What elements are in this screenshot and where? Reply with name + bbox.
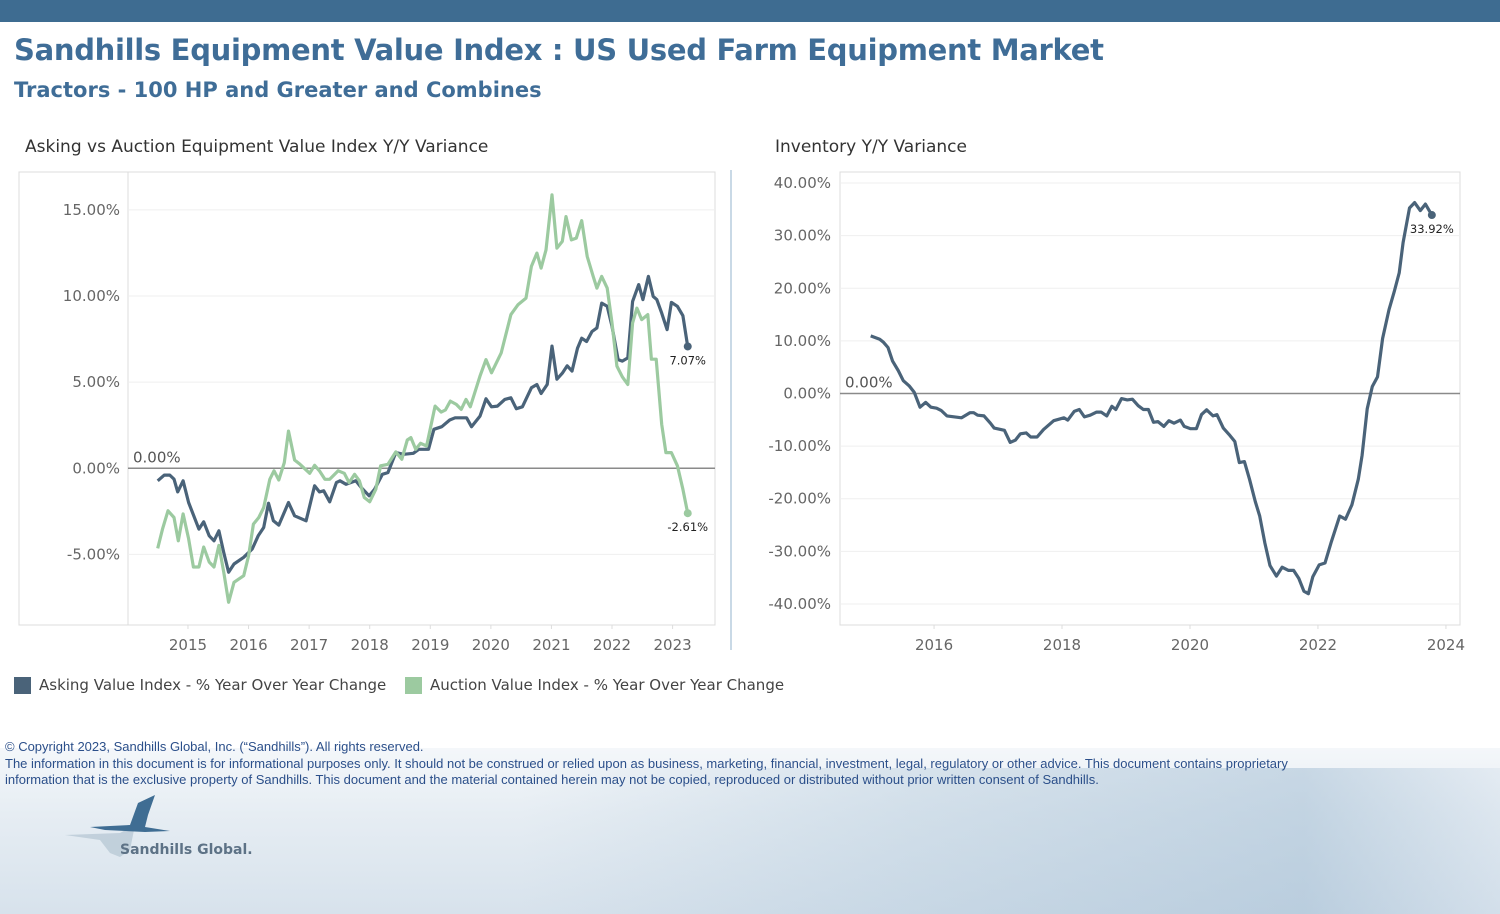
right-ytick-label: -30.00% xyxy=(768,542,831,560)
right-series-line-inventory xyxy=(870,201,1434,596)
left-xtick-label: 2019 xyxy=(411,636,449,654)
copyright-text: © Copyright 2023, Sandhills Global, Inc.… xyxy=(5,739,424,754)
left-end-label-asking: 7.07% xyxy=(669,353,706,367)
left-xtick-label: 2015 xyxy=(169,636,207,654)
disclaimer-line-1: The information in this document is for … xyxy=(5,756,1288,771)
right-xtick-label: 2016 xyxy=(915,636,953,654)
left-chart-frame xyxy=(18,171,716,626)
left-xtick-label: 2018 xyxy=(351,636,389,654)
left-xtick-label: 2023 xyxy=(654,636,692,654)
left-end-point-auction xyxy=(683,509,692,518)
right-xtick-label: 2022 xyxy=(1299,636,1337,654)
crane-logo-icon xyxy=(65,795,170,857)
left-ytick-label: -5.00% xyxy=(67,545,120,563)
legend-swatch-auction xyxy=(405,676,422,694)
right-ytick-label: -40.00% xyxy=(768,595,831,613)
right-ytick-label: 20.00% xyxy=(774,279,831,297)
left-xtick-label: 2022 xyxy=(593,636,631,654)
footer-background xyxy=(0,748,1500,914)
legend-item-auction: Auction Value Index - % Year Over Year C… xyxy=(405,676,784,694)
right-zero-reference-label: 0.00% xyxy=(845,374,893,392)
left-xtick-label: 2021 xyxy=(532,636,570,654)
right-ytick-label: -10.00% xyxy=(768,437,831,455)
right-end-point-inventory xyxy=(1427,211,1436,220)
left-ytick-label: 5.00% xyxy=(72,373,120,391)
left-zero-reference-label: 0.00% xyxy=(133,448,181,466)
disclaimer-line-2: information that is the exclusive proper… xyxy=(5,772,1099,787)
right-ytick-label: -20.00% xyxy=(768,490,831,508)
left-end-point-asking xyxy=(683,342,692,351)
right-chart-frame xyxy=(839,171,1461,626)
page-subtitle: Tractors - 100 HP and Greater and Combin… xyxy=(14,78,542,102)
left-xtick-label: 2016 xyxy=(229,636,267,654)
left-ytick-label: 10.00% xyxy=(63,287,120,305)
right-ytick-label: 40.00% xyxy=(774,174,831,192)
right-chart-title: Inventory Y/Y Variance xyxy=(775,137,967,157)
left-chart-title: Asking vs Auction Equipment Value Index … xyxy=(25,137,489,157)
left-xtick-label: 2020 xyxy=(472,636,510,654)
left-series-line-auction xyxy=(156,193,690,604)
left-xtick-label: 2017 xyxy=(290,636,328,654)
page-title: Sandhills Equipment Value Index : US Use… xyxy=(14,33,1104,67)
right-ytick-label: 30.00% xyxy=(774,227,831,245)
legend-label-auction: Auction Value Index - % Year Over Year C… xyxy=(430,676,785,694)
legend-item-asking: Asking Value Index - % Year Over Year Ch… xyxy=(14,676,386,694)
legend-swatch-asking xyxy=(14,676,31,694)
right-ytick-label: 0.00% xyxy=(783,385,831,403)
right-end-label-inventory: 33.92% xyxy=(1410,222,1454,236)
logo-text: Sandhills Global. xyxy=(120,842,253,858)
legend-label-asking: Asking Value Index - % Year Over Year Ch… xyxy=(39,676,387,694)
left-end-label-auction: -2.61% xyxy=(667,520,708,534)
right-xtick-label: 2018 xyxy=(1043,636,1081,654)
left-ytick-label: 15.00% xyxy=(63,201,120,219)
right-xtick-label: 2020 xyxy=(1171,636,1209,654)
right-xtick-label: 2024 xyxy=(1427,636,1465,654)
right-ytick-label: 10.00% xyxy=(774,332,831,350)
header-bar xyxy=(0,0,1500,22)
left-ytick-label: 0.00% xyxy=(72,459,120,477)
